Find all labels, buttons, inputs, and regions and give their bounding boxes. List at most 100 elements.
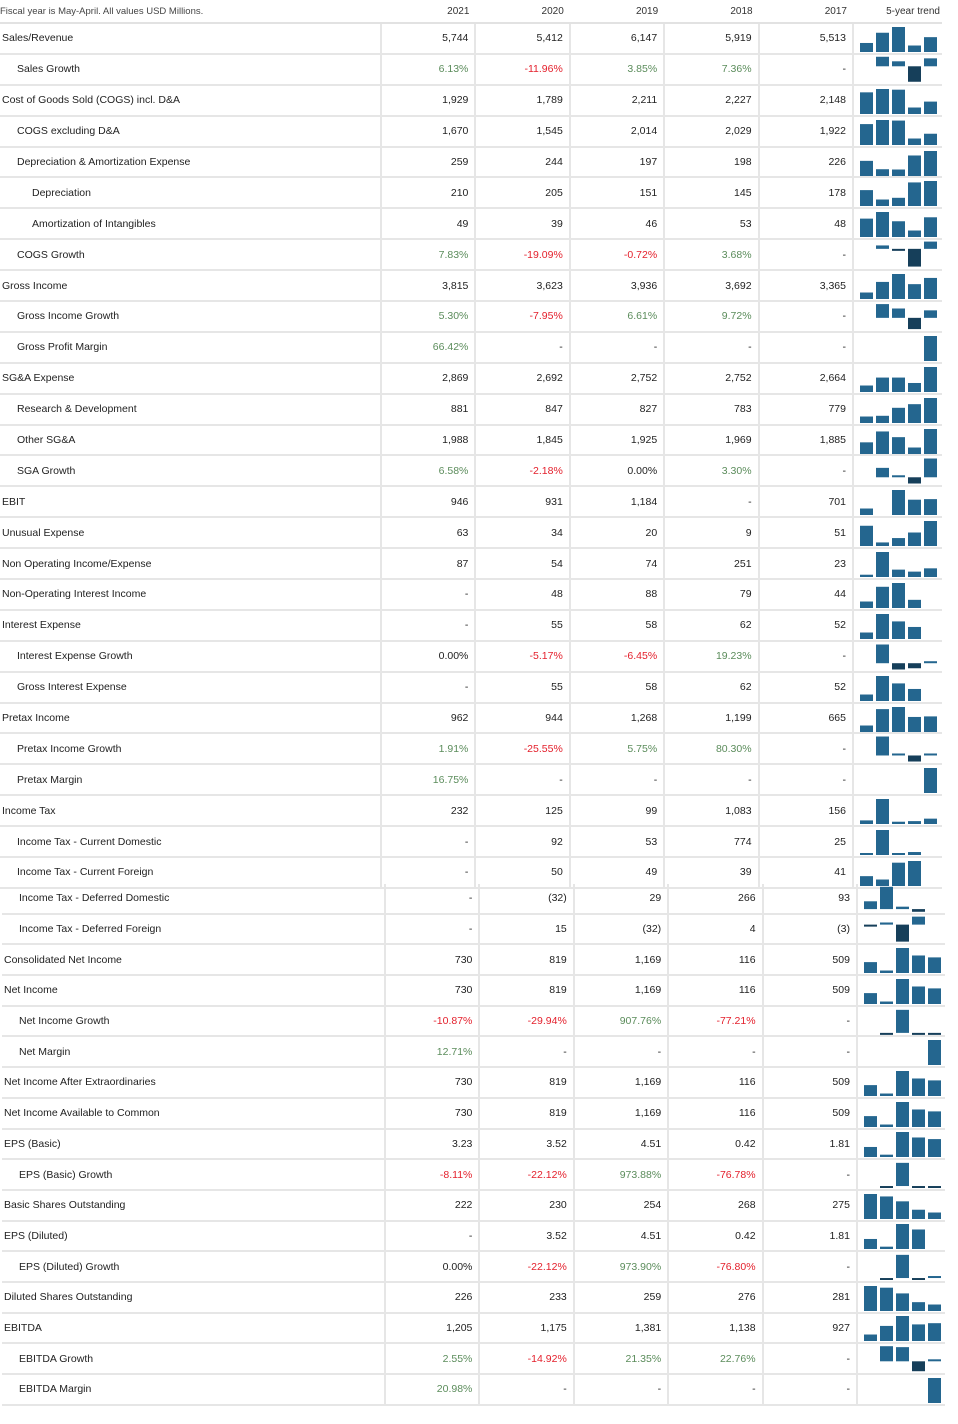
trend-bar-2017 [863,962,877,974]
value-cell-2020: 1,175 [478,1312,574,1345]
trend-bar-2019 [891,538,905,547]
value-cell-2017: - [761,1005,857,1038]
trend-bar-2021 [927,1359,941,1362]
trend-bar-2017 [859,385,873,392]
value-cell-2018: 116 [667,975,763,1007]
value-cell-2019: 2,211 [568,84,665,117]
value-cell-2021: 1,670 [380,115,476,148]
trend-cell [851,548,942,581]
trend-sparkline [859,799,937,825]
value-cell-2020: 2,692 [474,362,570,395]
value-cell-2021: 0.00% [383,1251,480,1283]
trend-bar-2018 [875,377,889,392]
year-header-2019[interactable]: 2019 [569,0,665,24]
table-row: COGS excluding D&A 1,670 1,545 2,014 2,029 1,… [0,115,942,148]
trend-bar-2021 [927,957,941,974]
trend-bar-2018 [875,199,889,207]
value-cell-2021: 881 [380,393,476,426]
trend-bar-2017 [859,123,873,145]
row-label: Amortization of Intangibles [0,208,382,241]
value-cell-2021: - [380,579,476,611]
year-header-2020[interactable]: 2020 [475,0,570,24]
value-cell-2020: 819 [478,944,574,977]
value-cell-2018: 1,083 [663,795,759,828]
trend-cell [851,424,942,457]
table-row: Net Margin 12.71% - - - - [2,1036,945,1069]
trend-sparkline [863,886,925,912]
trend-bar-2018 [879,1287,893,1311]
trend-bar-2020 [907,599,921,608]
trend-sparkline [863,978,941,1004]
trend-bar-2018 [879,1186,893,1188]
value-cell-2019: 99 [568,795,665,828]
trend-bar-2017 [863,1085,877,1096]
value-cell-2020: 3.52 [478,1128,574,1161]
table-row: Diluted Shares Outstanding 226 233 259 276 28… [2,1281,945,1314]
value-cell-2020: -22.12% [478,1251,574,1283]
trend-bar-2017 [859,820,873,825]
value-cell-2019: 21.35% [572,1343,669,1375]
trend-bar-2019 [891,582,905,608]
trend-bar-2021 [927,988,941,1004]
trend-sparkline [875,736,937,762]
trend-bar-2019 [891,862,905,886]
value-cell-2020: 15 [478,913,574,946]
table-row: Gross Income Growth 5.30% -7.95% 6.61% 9.72%… [0,301,942,333]
row-label: Income Tax [0,795,382,828]
value-cell-2020: 233 [478,1281,574,1314]
trend-bar-2018 [875,430,889,454]
trend-bar-2018 [875,415,889,423]
trend-bar-2020 [911,1137,925,1158]
row-label: Gross Interest Expense [0,671,382,704]
row-label: Depreciation & Amortization Expense [0,146,382,179]
trend-bar-2020 [911,1209,925,1219]
value-cell-2021: - [380,671,476,704]
trend-bar-2019 [891,853,905,856]
row-label: Income Tax - Deferred Foreign [2,913,385,946]
value-cell-2021: 3,815 [380,270,476,303]
row-label: Pretax Margin [0,764,382,797]
value-cell-2018: 9 [663,517,759,550]
year-header-2017[interactable]: 2017 [758,0,853,24]
trend-cell [851,640,942,673]
value-cell-2020: 92 [474,826,570,859]
trend-bar-2021 [927,1212,941,1219]
table-row: Interest Expense -55 58 62 52 [0,609,942,642]
value-cell-2018: 9.72% [663,301,759,333]
year-header-2018[interactable]: 2018 [664,0,759,24]
trend-bar-2019 [891,683,905,701]
trend-bar-2021 [927,1032,941,1035]
trend-bar-2020 [911,1078,925,1096]
value-cell-2018: 266 [667,884,763,915]
income-statement-table-continued: Income Tax - Deferred Domestic - (32) 29 266… [2,884,945,1406]
trend-bar-2020 [907,447,921,454]
trend-cell [851,270,942,303]
trend-bar-2019 [891,436,905,454]
table-row: Net Income 730 819 1,169 116 509 [2,975,945,1007]
table-row: EPS (Basic) Growth -8.11% -22.12% 973.88% -7… [2,1159,945,1191]
trend-sparkline [859,582,921,608]
row-label: Net Margin [2,1036,385,1069]
value-cell-2021: 1.91% [380,733,476,766]
value-cell-2021: 222 [383,1189,480,1222]
trend-cell [855,1005,945,1038]
trend-cell [851,393,942,426]
table-row: COGS Growth 7.83% -19.09% -0.72% 3.68% - [0,239,942,272]
table-row: Net Income Available to Common 730 819 1,16… [2,1097,945,1130]
year-header-2021[interactable]: 2021 [381,0,476,24]
trend-bar-2019 [891,490,905,516]
value-cell-2017: 509 [761,944,857,977]
table-row: Gross Profit Margin 66.42% - - - - [0,331,942,364]
value-cell-2019: 254 [572,1189,669,1222]
trend-bar-2021 [923,768,937,794]
trend-sparkline [927,1377,941,1403]
row-label: Other SG&A [0,424,382,457]
trend-sparkline [923,768,937,794]
trend-bar-2019 [895,1316,909,1342]
trend-bar-2018 [875,88,889,114]
value-cell-2017: 5,513 [757,23,853,55]
value-cell-2017: - [757,455,853,488]
value-cell-2017: - [761,1036,857,1069]
trend-sparkline [879,1346,941,1372]
trend-bar-2017 [859,632,873,639]
